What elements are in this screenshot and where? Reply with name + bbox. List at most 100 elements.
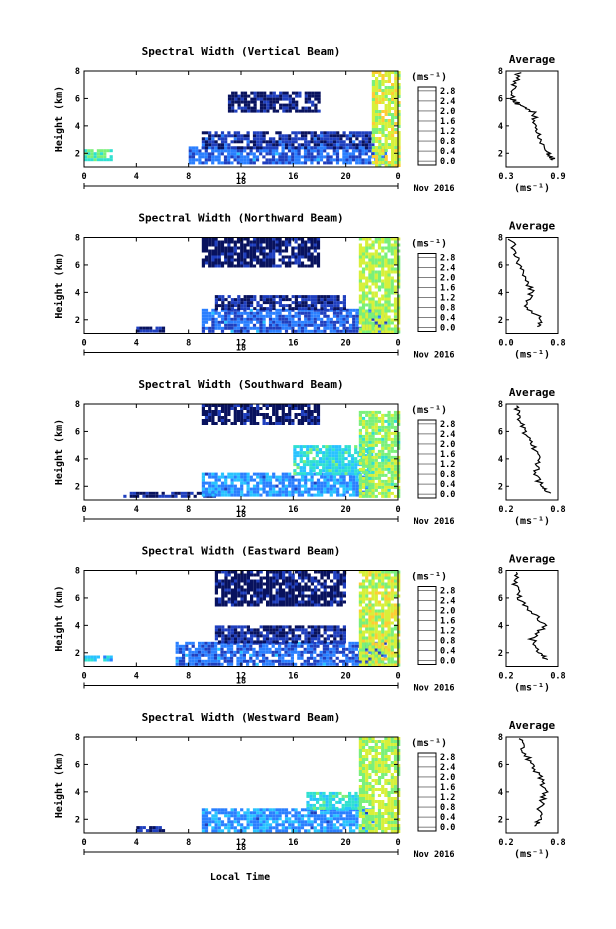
- heatmap-cell: [211, 134, 215, 138]
- heatmap-cell: [368, 252, 372, 256]
- heatmap-cell: [304, 570, 308, 574]
- heatmap-cell: [211, 155, 215, 159]
- heatmap-cell: [211, 240, 215, 244]
- heatmap-cell: [307, 631, 311, 635]
- heatmap-cell: [390, 264, 394, 268]
- heatmap-cell: [338, 460, 342, 464]
- heatmap-cell: [313, 644, 317, 648]
- heatmap-cell: [233, 146, 237, 150]
- heatmap-cell: [278, 585, 282, 589]
- heatmap-cell: [323, 146, 327, 150]
- heatmap-cell: [285, 603, 289, 607]
- heatmap-cell: [342, 307, 346, 311]
- heatmap-cell: [329, 475, 333, 479]
- heatmap-cell: [288, 298, 292, 302]
- heatmap-cell: [224, 326, 228, 330]
- heatmap-cell: [230, 490, 234, 494]
- heatmap-cell: [210, 647, 214, 651]
- heatmap-cell: [310, 579, 314, 583]
- heatmap-cell: [316, 487, 321, 491]
- heatmap-cell: [307, 131, 311, 135]
- heatmap-cell: [316, 326, 321, 330]
- heatmap-cell: [268, 143, 273, 147]
- heatmap-cell: [390, 237, 394, 241]
- heatmap-cell: [368, 491, 372, 495]
- heatmap-cell: [256, 600, 260, 604]
- heatmap-cell: [281, 146, 285, 150]
- heatmap-cell: [175, 641, 179, 645]
- heatmap-cell: [384, 104, 388, 107]
- heatmap-cell: [335, 644, 339, 648]
- heatmap-cell: [384, 485, 388, 489]
- heatmap-cell: [377, 276, 382, 280]
- heatmap-cell: [387, 98, 391, 101]
- heatmap-cell: [313, 311, 317, 315]
- heatmap-cell: [390, 582, 394, 586]
- heatmap-cell: [393, 285, 398, 289]
- heatmap-cell: [224, 311, 228, 315]
- heatmap-cell: [374, 443, 378, 447]
- heatmap-cell: [284, 264, 289, 268]
- heatmap-cell: [377, 279, 382, 283]
- heatmap-cell: [365, 440, 369, 444]
- heatmap-cell: [149, 329, 153, 333]
- heatmap-cell: [375, 98, 379, 101]
- heatmap-cell: [297, 131, 301, 135]
- heatmap-cell: [316, 246, 321, 250]
- heatmap-cell: [217, 246, 221, 250]
- heatmap-cell: [330, 594, 334, 598]
- heatmap-cell: [275, 320, 279, 324]
- heatmap-cell: [374, 591, 378, 595]
- heatmap-cell: [365, 276, 369, 280]
- heatmap-cell: [315, 463, 319, 467]
- heatmap-cell: [307, 603, 311, 607]
- heatmap-cell: [217, 478, 221, 482]
- heatmap-cell: [294, 478, 298, 482]
- heatmap-cell: [230, 582, 234, 586]
- heatmap-cell: [384, 570, 388, 574]
- heatmap-cell: [227, 308, 231, 312]
- heatmap-cell: [227, 413, 231, 416]
- heatmap-cell: [265, 656, 269, 660]
- heatmap-cell: [290, 653, 294, 657]
- heatmap-cell: [285, 94, 289, 98]
- heatmap-cell: [249, 246, 253, 250]
- heatmap-cell: [249, 407, 253, 410]
- heatmap-cell: [310, 588, 314, 592]
- heatmap-cell: [371, 264, 375, 268]
- heatmap-cell: [204, 240, 209, 244]
- heatmap-cell: [285, 585, 289, 589]
- heatmap-cell: [253, 295, 257, 299]
- heatmap-cell: [278, 650, 282, 654]
- heatmap-cell: [185, 641, 189, 645]
- heatmap-cell: [96, 158, 100, 162]
- heatmap-cell: [208, 252, 212, 256]
- heatmap-cell: [332, 137, 337, 141]
- heatmap-cell: [374, 627, 378, 631]
- heatmap-cell: [371, 71, 375, 74]
- heatmap-cell: [304, 416, 308, 419]
- heatmap-cell: [249, 149, 253, 153]
- heatmap-cell: [217, 662, 221, 666]
- heatmap-cell: [397, 255, 401, 259]
- heatmap-cell: [233, 487, 237, 491]
- heatmap-cell: [240, 410, 244, 413]
- heatmap-cell: [371, 273, 375, 277]
- heatmap-cell: [332, 158, 336, 162]
- heatmap-cell: [333, 600, 337, 604]
- heatmap-cell: [394, 158, 398, 161]
- heatmap-cell: [132, 494, 136, 498]
- heatmap-cell: [384, 122, 388, 125]
- heatmap-cell: [208, 261, 212, 265]
- heatmap-cell: [275, 634, 279, 638]
- heatmap-cell: [358, 494, 362, 498]
- heatmap-cell: [201, 647, 205, 651]
- heatmap-cell: [358, 419, 362, 423]
- heatmap-cell: [298, 600, 302, 604]
- heatmap-cell: [371, 494, 375, 498]
- heatmap-cell: [278, 419, 282, 422]
- heatmap-cell: [211, 255, 215, 259]
- heatmap-cell: [322, 451, 326, 455]
- heatmap-cell: [390, 606, 394, 610]
- heatmap-cell: [294, 311, 298, 315]
